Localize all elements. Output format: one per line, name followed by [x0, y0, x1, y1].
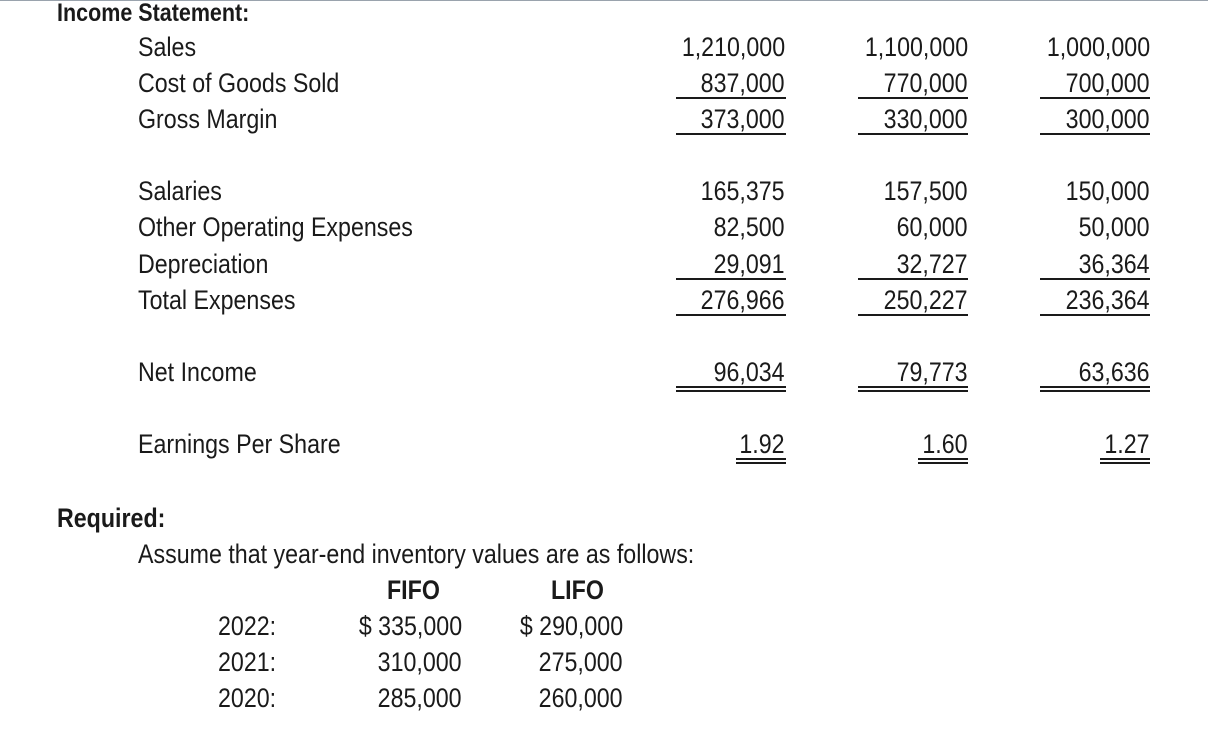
underline-dep-col1 [676, 278, 786, 280]
double-underline-eps-col1-a [736, 458, 786, 460]
cell-opex-col1: 82,500 [713, 212, 785, 242]
underline-gm-col1 [676, 133, 786, 135]
underline-cogs-col3 [1040, 97, 1150, 99]
header-fifo: FIFO [387, 575, 440, 605]
cell-ni-col1: 96,034 [713, 357, 785, 387]
cell-sales-col1: 1,210,000 [681, 32, 785, 62]
row-label-salaries: Salaries [138, 176, 222, 206]
cell-opex-col3: 50,000 [1078, 212, 1150, 242]
double-underline-eps-col3-a [1100, 458, 1150, 460]
inv-year-2020: 2020: [218, 683, 277, 713]
row-label-total-expenses: Total Expenses [138, 285, 296, 315]
cell-cogs-col3: 700,000 [1066, 68, 1150, 98]
inv-lifo-2021: 275,000 [539, 647, 623, 677]
section-heading: Income Statement: [57, 0, 250, 27]
cell-sales-col3: 1,000,000 [1046, 32, 1150, 62]
double-underline-ni-col1-a [676, 386, 786, 388]
required-text: Assume that year-end inventory values ar… [138, 539, 695, 569]
double-underline-ni-col1-b [676, 390, 786, 392]
inv-year-2022: 2022: [218, 611, 277, 641]
cell-gm-col3: 300,000 [1066, 104, 1150, 134]
inv-fifo-2020: 285,000 [378, 683, 462, 713]
underline-total-col3 [1040, 314, 1150, 316]
cell-sales-col2: 1,100,000 [864, 32, 968, 62]
double-underline-ni-col3-a [1040, 386, 1150, 388]
cell-ni-col2: 79,773 [896, 357, 968, 387]
double-underline-ni-col3-b [1040, 390, 1150, 392]
cell-cogs-col2: 770,000 [884, 68, 968, 98]
cell-ni-col3: 63,636 [1078, 357, 1150, 387]
underline-cogs-col1 [676, 97, 786, 99]
cell-dep-col3: 36,364 [1078, 249, 1150, 279]
cell-dep-col1: 29,091 [713, 249, 785, 279]
double-underline-eps-col3-b [1100, 462, 1150, 464]
double-underline-ni-col2-a [858, 386, 968, 388]
required-heading: Required: [57, 503, 166, 533]
inv-fifo-2022: $ 335,000 [358, 611, 462, 641]
underline-dep-col2 [858, 278, 968, 280]
double-underline-eps-col1-b [736, 462, 786, 464]
inv-fifo-2021: 310,000 [378, 647, 462, 677]
underline-gm-col3 [1040, 133, 1150, 135]
double-underline-eps-col2-a [918, 458, 968, 460]
cell-total-col2: 250,227 [884, 285, 968, 315]
inv-year-2021: 2021: [218, 647, 277, 677]
underline-total-col1 [676, 314, 786, 316]
inv-lifo-2020: 260,000 [539, 683, 623, 713]
underline-total-col2 [858, 314, 968, 316]
underline-gm-col2 [858, 133, 968, 135]
cell-eps-col3: 1.27 [1104, 429, 1150, 459]
cell-dep-col2: 32,727 [896, 249, 968, 279]
row-label-net-income: Net Income [138, 357, 257, 387]
row-label-eps: Earnings Per Share [138, 429, 341, 459]
cell-opex-col2: 60,000 [896, 212, 968, 242]
double-underline-eps-col2-b [918, 462, 968, 464]
row-label-depreciation: Depreciation [138, 249, 269, 279]
header-lifo: LIFO [551, 575, 604, 605]
cell-eps-col2: 1.60 [922, 429, 968, 459]
cell-gm-col1: 373,000 [701, 104, 785, 134]
underline-dep-col3 [1040, 278, 1150, 280]
cell-salaries-col2: 157,500 [884, 176, 968, 206]
cell-eps-col1: 1.92 [739, 429, 785, 459]
cell-gm-col2: 330,000 [884, 104, 968, 134]
row-label-gross-margin: Gross Margin [138, 104, 278, 134]
row-label-other-opex: Other Operating Expenses [138, 212, 413, 242]
cell-total-col1: 276,966 [701, 285, 785, 315]
underline-cogs-col2 [858, 97, 968, 99]
cell-cogs-col1: 837,000 [701, 68, 785, 98]
row-label-sales: Sales [138, 32, 197, 62]
row-label-cogs: Cost of Goods Sold [138, 68, 340, 98]
top-border [0, 0, 1208, 1]
cell-salaries-col1: 165,375 [701, 176, 785, 206]
cell-total-col3: 236,364 [1066, 285, 1150, 315]
double-underline-ni-col2-b [858, 390, 968, 392]
cell-salaries-col3: 150,000 [1066, 176, 1150, 206]
inv-lifo-2022: $ 290,000 [519, 611, 623, 641]
